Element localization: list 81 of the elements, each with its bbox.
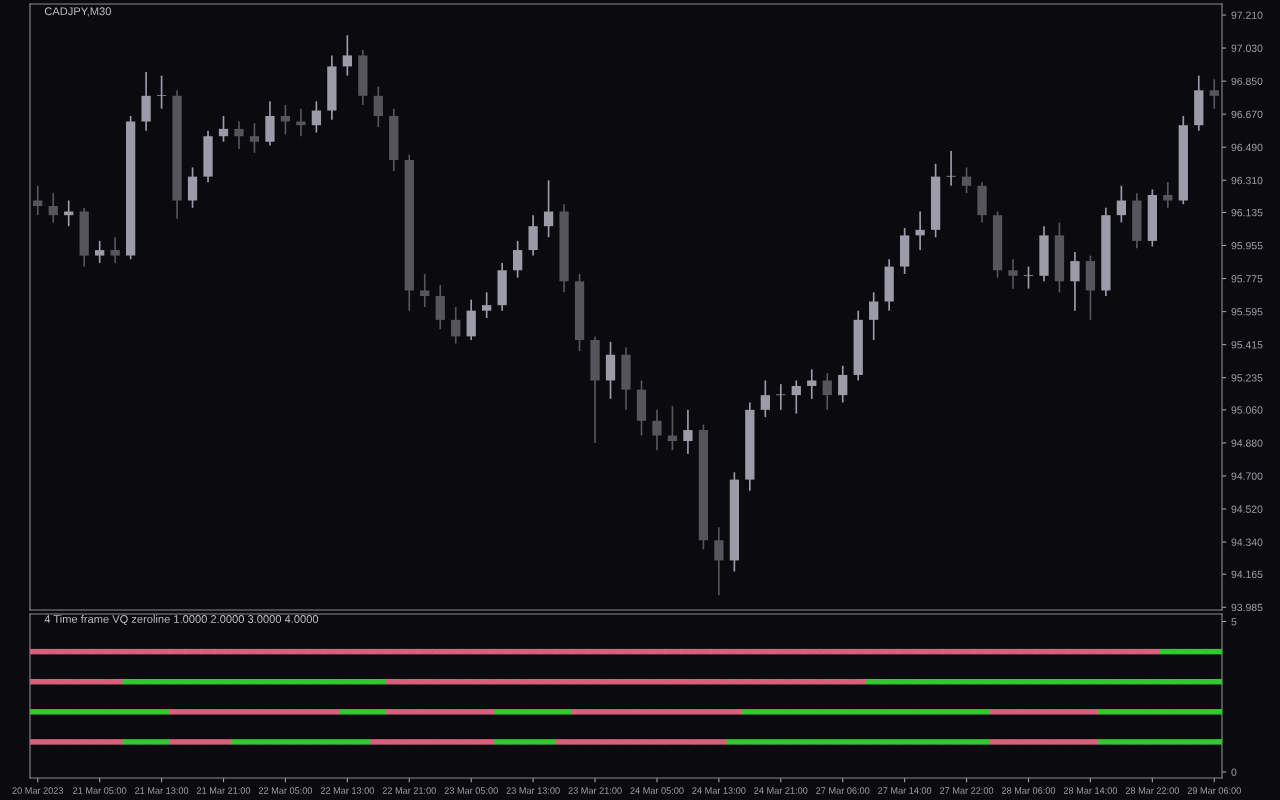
candlestick [451,306,461,345]
candlestick [838,364,848,404]
x-tick-label: 28 Mar 14:00 [1063,787,1118,794]
x-tick-label: 21 Mar 13:00 [135,787,189,794]
candlestick [1070,251,1080,312]
candlestick [249,122,260,154]
candlestick [280,104,291,136]
x-tick-label: 27 Mar 06:00 [816,787,870,794]
candlestick [791,379,801,415]
candlestick [187,166,198,209]
x-tick-label: 23 Mar 13:00 [506,787,560,794]
y-tick-label: 95.775 [1231,275,1263,283]
x-tick-label: 22 Mar 05:00 [258,787,313,794]
candlestick [543,179,554,239]
candlestick [1209,78,1219,110]
y-tick-label: 95.415 [1231,341,1263,349]
candlestick [156,74,167,110]
candlestick [961,166,972,194]
y-tick-label: 94.520 [1231,505,1263,513]
candlestick [528,214,538,257]
candlestick [482,291,492,319]
candlestick [1116,184,1127,224]
x-tick-label: 20 Mar 2023 [12,787,64,794]
x-tick-label: 21 Mar 21:00 [196,787,251,794]
candlestick [1008,258,1018,290]
x-tick-label: 22 Mar 21:00 [382,787,436,794]
x-tick-label: 29 Mar 06:00 [1187,787,1241,794]
x-tick-label: 27 Mar 22:00 [940,787,994,794]
y-tick-label: 94.880 [1231,439,1263,447]
candlestick [807,368,817,400]
x-tick-label: 24 Mar 21:00 [754,787,808,794]
candlestick [512,240,523,279]
candlestick [110,236,120,264]
candlestick [915,210,925,251]
x-tick-label: 28 Mar 06:00 [1001,787,1056,794]
y-tick-label: 5 [1231,618,1237,626]
y-tick-label: 95.955 [1231,241,1263,250]
x-tick-label: 21 Mar 05:00 [73,787,127,794]
candlestick [218,115,229,143]
y-tick-label: 94.165 [1231,570,1263,579]
y-tick-label: 96.670 [1231,110,1263,119]
candlestick [33,184,43,217]
y-tick-label: 97.030 [1231,44,1263,52]
chart-title: 4 Time frame VQ zeroline 1.0000 2.0000 3.0000 4.0000 [44,614,319,625]
y-tick-label: 95.235 [1231,374,1263,382]
y-tick-label: 96.310 [1231,176,1263,185]
candlestick [869,291,879,341]
candlestick [311,100,322,134]
y-tick-label: 94.340 [1231,538,1263,546]
y-tick-label: 97.210 [1231,11,1263,19]
y-tick-label: 94.700 [1231,472,1263,480]
candlestick [683,409,693,455]
y-tick-label: 93.985 [1231,603,1263,612]
candlestick [652,409,662,452]
x-tick-label: 28 Mar 22:00 [1125,787,1179,794]
x-tick-label: 24 Mar 05:00 [630,787,684,794]
y-tick-label: 0 [1231,768,1237,776]
candlestick [234,120,244,150]
y-tick-label: 96.850 [1231,77,1263,85]
candlestick [760,379,770,419]
candlestick [373,85,383,128]
y-tick-label: 96.490 [1231,143,1263,152]
candlestick [95,240,105,264]
candlestick [822,372,832,411]
x-tick-label: 27 Mar 14:00 [878,787,932,794]
candlestick [714,526,724,597]
candlestick [776,383,786,411]
y-tick-label: 95.595 [1231,308,1263,316]
x-tick-label: 24 Mar 13:00 [692,787,746,794]
candlestick [342,34,352,77]
candlestick [1023,265,1034,290]
candlestick [435,284,445,330]
chart-title: CADJPY,M30 [44,7,111,17]
x-tick-label: 23 Mar 05:00 [444,787,498,794]
y-tick-label: 95.060 [1231,406,1263,414]
x-tick-label: 23 Mar 21:00 [568,787,622,794]
x-tick-label: 22 Mar 13:00 [320,787,374,794]
candlestick [946,150,956,187]
candlestick [48,192,58,224]
candlestick [420,273,430,308]
y-tick-label: 96.135 [1231,208,1263,217]
